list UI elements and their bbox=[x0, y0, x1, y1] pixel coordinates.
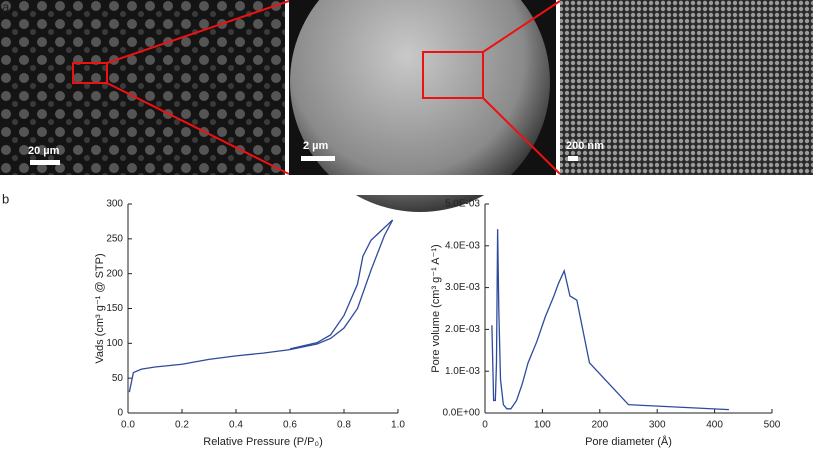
x-tick-label: 0.4 bbox=[229, 420, 243, 431]
y-tick-label: 0.0E+00 bbox=[442, 408, 480, 419]
x-tick-label: 300 bbox=[649, 420, 666, 431]
data-line bbox=[491, 229, 729, 411]
y-tick-label: 250 bbox=[106, 233, 123, 244]
scale-bar bbox=[30, 160, 60, 165]
y-tick-label: 0 bbox=[117, 408, 123, 419]
y-tick-label: 300 bbox=[106, 199, 123, 210]
x-tick-label: 500 bbox=[764, 420, 781, 431]
scale-label: 2 µm bbox=[303, 140, 329, 152]
panel-label: b bbox=[2, 191, 9, 206]
x-tick-label: 1.0 bbox=[391, 420, 405, 431]
scale-label: 200 nm bbox=[566, 140, 604, 152]
x-tick-label: 0.8 bbox=[337, 420, 351, 431]
panel-label: a bbox=[2, 0, 10, 14]
sem-images: 20 µm 2 µm 200 nm bbox=[0, 0, 813, 212]
sphere bbox=[290, 0, 550, 212]
scale-bar bbox=[568, 156, 578, 161]
y-tick-label: 100 bbox=[106, 338, 123, 349]
x-axis-label: Pore diameter (Å) bbox=[585, 435, 672, 448]
x-tick-label: 200 bbox=[591, 420, 608, 431]
scale-label: 20 µm bbox=[28, 145, 60, 157]
x-tick-label: 100 bbox=[534, 420, 551, 431]
y-tick-label: 200 bbox=[106, 268, 123, 279]
y-tick-label: 2.0E-03 bbox=[445, 324, 480, 335]
y-tick-label: 50 bbox=[112, 373, 124, 384]
zoom-lines bbox=[72, 0, 561, 175]
x-tick-label: 0 bbox=[482, 420, 488, 431]
x-tick-label: 400 bbox=[706, 420, 723, 431]
x-axis-label: Relative Pressure (P/P₀) bbox=[203, 436, 323, 448]
y-tick-label: 4.0E-03 bbox=[445, 240, 480, 251]
sem-image bbox=[560, 0, 813, 175]
scale-bar bbox=[301, 156, 335, 161]
y-tick-label: 3.0E-03 bbox=[445, 282, 480, 293]
x-tick-label: 0.0 bbox=[121, 420, 135, 431]
y-axis-label: Pore volume (cm³ g⁻¹ A⁻¹) bbox=[430, 244, 442, 372]
y-tick-label: 5.0E-03 bbox=[445, 199, 480, 210]
data-line bbox=[289, 219, 394, 350]
x-tick-label: 0.2 bbox=[175, 420, 189, 431]
data-line bbox=[128, 219, 394, 393]
sem-image bbox=[0, 0, 285, 175]
x-tick-label: 0.6 bbox=[283, 420, 297, 431]
y-axis-label: Vads (cm³ g⁻¹ @ STP) bbox=[94, 253, 106, 363]
y-tick-label: 1.0E-03 bbox=[445, 366, 480, 377]
y-tick-label: 150 bbox=[106, 303, 123, 314]
